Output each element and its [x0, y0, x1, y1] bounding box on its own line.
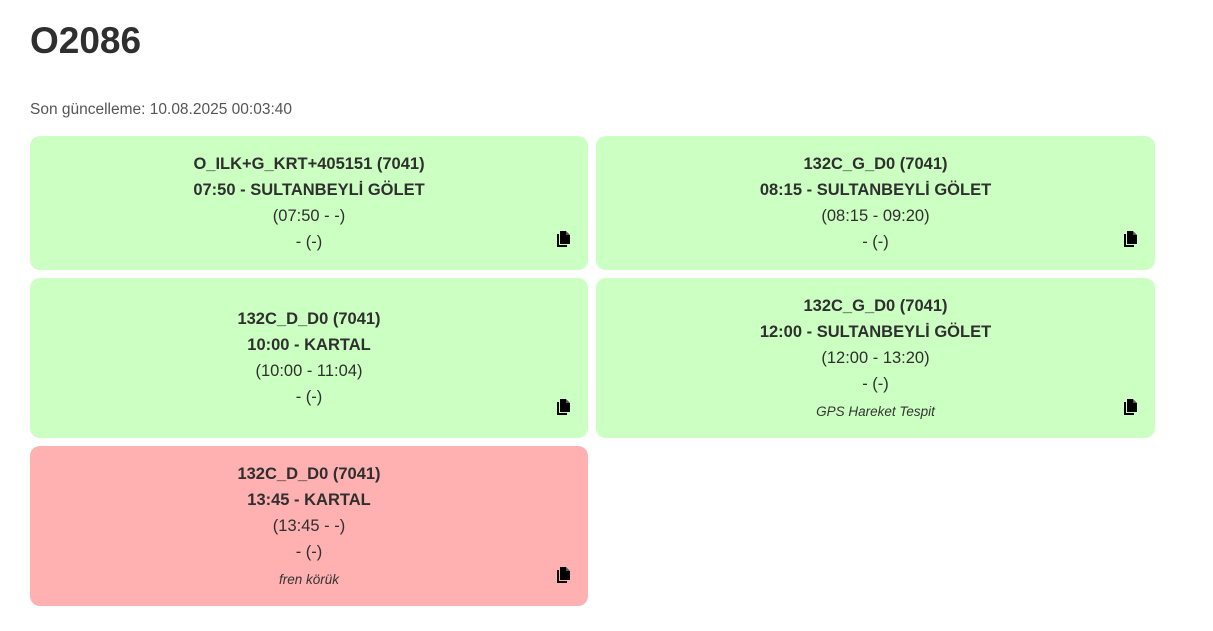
- trip-route: 132C_G_D0 (7041): [803, 297, 948, 315]
- trip-card: 132C_G_D0 (7041) 12:00 - SULTANBEYLİ GÖL…: [596, 278, 1155, 438]
- trip-route: 132C_G_D0 (7041): [803, 155, 948, 173]
- trip-card-list: O_ILK+G_KRT+405151 (7041) 07:50 - SULTAN…: [30, 136, 1156, 606]
- trip-card: 132C_D_D0 (7041) 13:45 - KARTAL (13:45 -…: [30, 446, 588, 606]
- trip-extra: - (-): [295, 388, 323, 406]
- trip-route: 132C_D_D0 (7041): [237, 310, 381, 328]
- trip-extra: - (-): [862, 375, 889, 393]
- trip-departure: 12:00 - SULTANBEYLİ GÖLET: [759, 323, 992, 341]
- copy-icon[interactable]: [554, 398, 572, 416]
- page-title: O2086: [30, 20, 142, 61]
- trip-departure: 13:45 - KARTAL: [247, 491, 371, 509]
- copy-icon[interactable]: [1121, 230, 1139, 248]
- copy-icon[interactable]: [554, 566, 572, 584]
- trip-time-range: (10:00 - 11:04): [255, 362, 363, 380]
- trip-route: 132C_D_D0 (7041): [237, 465, 381, 483]
- trip-extra: - (-): [295, 543, 323, 561]
- copy-icon[interactable]: [554, 230, 572, 248]
- last-update-text: Son güncelleme: 10.08.2025 00:03:40: [30, 101, 292, 118]
- trip-departure: 10:00 - KARTAL: [247, 336, 371, 354]
- trip-card: 132C_D_D0 (7041) 10:00 - KARTAL (10:00 -…: [30, 278, 588, 438]
- trip-extra: - (-): [862, 233, 889, 251]
- copy-icon[interactable]: [1121, 398, 1139, 416]
- trip-time-range: (07:50 - -): [272, 207, 346, 225]
- trip-time-range: (12:00 - 13:20): [821, 349, 930, 367]
- trip-note: GPS Hareket Tespit: [816, 404, 935, 419]
- trip-departure: 07:50 - SULTANBEYLİ GÖLET: [193, 181, 425, 199]
- trip-route: O_ILK+G_KRT+405151 (7041): [193, 155, 425, 173]
- trip-card: O_ILK+G_KRT+405151 (7041) 07:50 - SULTAN…: [30, 136, 588, 270]
- trip-extra: - (-): [295, 233, 323, 251]
- trip-card: 132C_G_D0 (7041) 08:15 - SULTANBEYLİ GÖL…: [596, 136, 1155, 270]
- trip-time-range: (13:45 - -): [272, 517, 346, 535]
- trip-departure: 08:15 - SULTANBEYLİ GÖLET: [759, 181, 992, 199]
- trip-time-range: (08:15 - 09:20): [821, 207, 930, 225]
- trip-note: fren körük: [278, 572, 340, 587]
